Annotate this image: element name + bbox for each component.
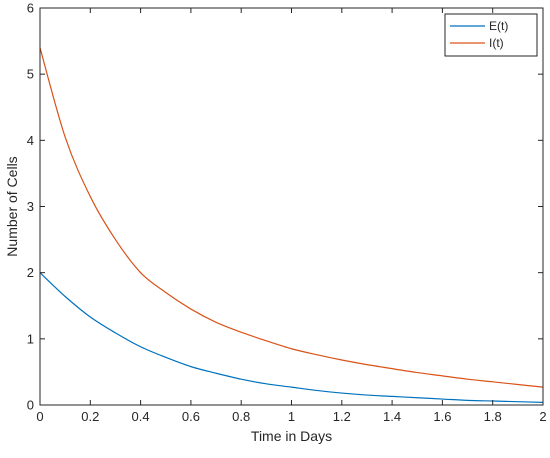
legend-label: E(t) — [489, 19, 508, 33]
y-tick-label: 6 — [27, 1, 34, 16]
legend: E(t) I(t) — [444, 13, 538, 57]
y-tick-label: 3 — [27, 199, 34, 214]
x-tick-label: 0.4 — [132, 409, 150, 424]
x-tick-label: 1.4 — [383, 409, 401, 424]
x-tick-label: 1.6 — [433, 409, 451, 424]
y-tick-label: 2 — [27, 265, 34, 280]
series-layer — [39, 47, 544, 403]
legend-box — [444, 13, 538, 57]
y-tick-label: 0 — [27, 398, 34, 413]
series-line-it — [39, 47, 544, 388]
x-tick-label: 2 — [539, 409, 546, 424]
legend-label: I(t) — [489, 36, 504, 50]
x-tick-label: 1.2 — [333, 409, 351, 424]
x-tick-label: 1 — [288, 409, 295, 424]
x-tick-label: 0.2 — [81, 409, 99, 424]
x-tick-label: 1.8 — [484, 409, 502, 424]
y-tick-label: 4 — [27, 133, 34, 148]
ticks-layer: 0 0.2 0.4 0.6 0.8 1 1.2 1.4 1.6 1.8 2 0 1 2 3 4 5 6 — [27, 1, 547, 425]
x-tick-label: 0 — [36, 409, 43, 424]
plot-area — [40, 8, 543, 405]
series-line-et — [39, 272, 544, 403]
y-tick-label: 5 — [27, 67, 34, 82]
y-axis-title: Number of Cells — [4, 156, 20, 256]
x-tick-label: 0.8 — [232, 409, 250, 424]
y-tick-label: 1 — [27, 331, 34, 346]
x-tick-label: 0.6 — [182, 409, 200, 424]
x-axis-title: Time in Days — [251, 428, 332, 444]
